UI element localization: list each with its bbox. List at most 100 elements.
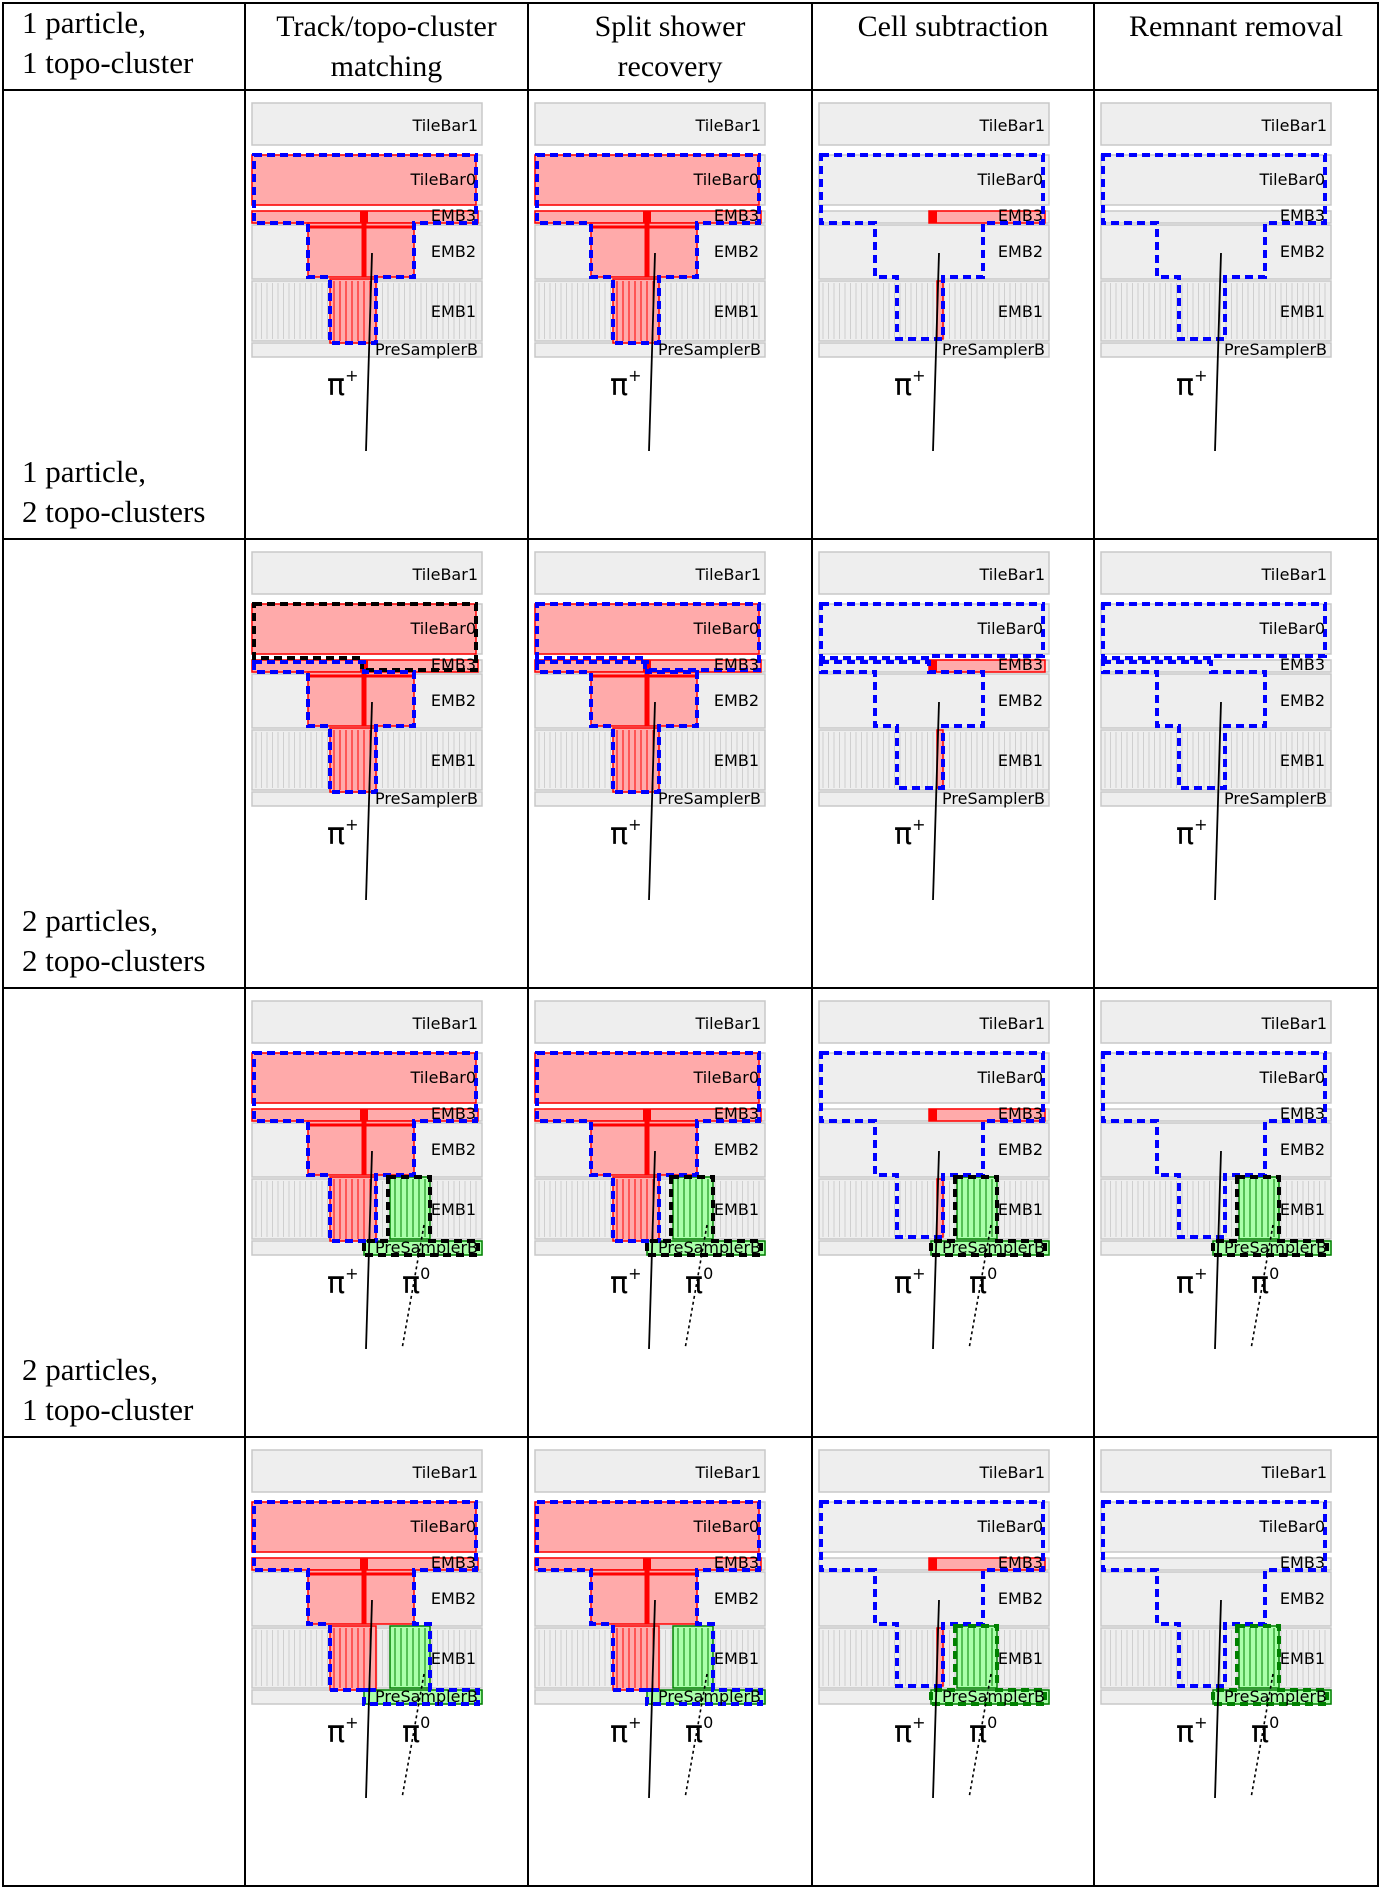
layer-label-presamplerb: PreSamplerB xyxy=(658,1238,761,1257)
neutral-cluster-outline xyxy=(1211,1624,1329,1706)
layer-label-tilebar1: TileBar1 xyxy=(1260,116,1327,135)
matched-cluster-outline xyxy=(252,153,478,345)
column-header: Remnant removal xyxy=(1129,10,1343,43)
layer-label-tilebar1: TileBar1 xyxy=(411,1463,478,1482)
pi-plus-label-base: π xyxy=(610,368,628,403)
layer-label-emb3: EMB3 xyxy=(1280,206,1325,225)
layer-label-emb2: EMB2 xyxy=(714,1589,759,1608)
removed-cluster-outline xyxy=(1101,153,1327,341)
layer-label-tilebar0: TileBar0 xyxy=(976,1517,1043,1536)
layer-label-tilebar0: TileBar0 xyxy=(692,170,759,189)
pi-plus-label: π+ xyxy=(1176,815,1207,852)
removed-cluster-outline xyxy=(819,602,1045,660)
layer-label-emb2: EMB2 xyxy=(998,1140,1043,1159)
layer-label-presamplerb: PreSamplerB xyxy=(375,340,478,359)
layer-label-tilebar1: TileBar1 xyxy=(978,116,1045,135)
emb2-cell xyxy=(818,1122,1050,1178)
panel-r3-c1: TileBar1 TileBar0 EMB3 EMB2 EMB1 PreSamplerB π… xyxy=(251,1000,483,1350)
pi-plus-label-base: π xyxy=(894,368,912,403)
layer-label-emb2: EMB2 xyxy=(998,1589,1043,1608)
tilebar1-cell xyxy=(1100,1000,1332,1044)
layer-label-emb1: EMB1 xyxy=(431,302,476,321)
layer-label-emb1: EMB1 xyxy=(1280,751,1325,770)
removed-cluster-outline xyxy=(1101,1500,1327,1688)
pi-plus-label-base: π xyxy=(894,817,912,852)
layer-label-presamplerb: PreSamplerB xyxy=(375,1238,478,1257)
pi-plus-label: π+ xyxy=(327,1713,358,1750)
layer-label-emb3: EMB3 xyxy=(431,655,476,674)
charged-track xyxy=(932,701,940,901)
tilebar1-cell xyxy=(251,1000,483,1044)
layer-label-tilebar0: TileBar0 xyxy=(409,170,476,189)
emb2-cell xyxy=(1100,224,1332,280)
panel-r2-c3: TileBar1 TileBar0 EMB3 EMB2 EMB1 PreSamplerB π… xyxy=(818,551,1050,901)
pi-zero-label-base: π xyxy=(402,1266,420,1301)
layer-label-tilebar0: TileBar0 xyxy=(976,1068,1043,1087)
neutral-deposit-emb1 xyxy=(1238,1176,1280,1240)
pi-zero-label-sup: 0 xyxy=(1269,1264,1279,1283)
layer-label-tilebar1: TileBar1 xyxy=(978,565,1045,584)
removed-cluster-outline xyxy=(819,1051,1045,1239)
panel-r3-c4: TileBar1 TileBar0 EMB3 EMB2 EMB1 PreSamplerB π… xyxy=(1100,1000,1332,1350)
pi-plus-label: π+ xyxy=(1176,366,1207,403)
pi-plus-label-base: π xyxy=(610,1266,628,1301)
layer-label-emb1: EMB1 xyxy=(431,1649,476,1668)
panel-r2-c2: TileBar1 TileBar0 EMB3 EMB2 EMB1 PreSamplerB π… xyxy=(534,551,766,901)
pi-plus-label: π+ xyxy=(327,815,358,852)
layer-label-emb3: EMB3 xyxy=(998,1553,1043,1572)
layer-label-emb3: EMB3 xyxy=(714,206,759,225)
pi-zero-label-sup: 0 xyxy=(703,1713,713,1732)
panel-r1-c1: TileBar1 TileBar0 EMB3 EMB2 EMB1 PreSamplerB π… xyxy=(251,102,483,452)
layer-label-emb3: EMB3 xyxy=(1280,1104,1325,1123)
layer-label-emb2: EMB2 xyxy=(714,691,759,710)
tilebar0-cell xyxy=(818,154,1050,206)
removed-cluster-outline xyxy=(1101,660,1267,790)
charged-core-emb3 xyxy=(643,1109,651,1121)
layer-label-emb3: EMB3 xyxy=(1280,655,1325,674)
pi-zero-label-sup: 0 xyxy=(420,1264,430,1283)
merged-cluster-outline xyxy=(535,1500,763,1706)
layer-label-presamplerb: PreSamplerB xyxy=(658,1687,761,1706)
charged-track xyxy=(365,701,373,901)
removed-cluster-outline xyxy=(819,153,1045,341)
pi-plus-label-base: π xyxy=(327,817,345,852)
charged-track xyxy=(1214,1599,1222,1799)
charged-core-emb3 xyxy=(360,211,368,223)
layer-label-presamplerb: PreSamplerB xyxy=(1224,1238,1327,1257)
emb1-strips xyxy=(818,280,1050,342)
panel-r4-c1: TileBar1 TileBar0 EMB3 EMB2 EMB1 PreSamplerB π… xyxy=(251,1449,483,1799)
pi-plus-label-sup: + xyxy=(345,815,358,834)
layer-label-emb1: EMB1 xyxy=(714,1200,759,1219)
charged-core-emb3 xyxy=(929,1109,937,1121)
layer-label-presamplerb: PreSamplerB xyxy=(1224,340,1327,359)
neutral-track xyxy=(968,1224,992,1350)
emb3-cell xyxy=(1100,1557,1332,1571)
matched-cluster-outline xyxy=(252,1051,478,1243)
charged-track xyxy=(932,252,940,452)
row-label: 1 particle, xyxy=(22,454,146,489)
layer-label-tilebar1: TileBar1 xyxy=(411,565,478,584)
neutral-track xyxy=(401,1673,425,1799)
pi-plus-label-sup: + xyxy=(1194,366,1207,385)
layer-label-emb1: EMB1 xyxy=(1280,1649,1325,1668)
matched-cluster-outline xyxy=(535,153,761,345)
pi-zero-label-sup: 0 xyxy=(703,1264,713,1283)
presampler-cell xyxy=(818,342,1050,358)
pi-plus-label: π+ xyxy=(610,366,641,403)
tilebar1-cell xyxy=(534,551,766,595)
layer-label-emb3: EMB3 xyxy=(998,1104,1043,1123)
layer-label-emb1: EMB1 xyxy=(998,1649,1043,1668)
charged-deposit-emb2 xyxy=(590,1120,698,1176)
layer-label-emb2: EMB2 xyxy=(431,691,476,710)
tilebar1-cell xyxy=(818,1449,1050,1493)
charged-track xyxy=(1214,701,1222,901)
pi-zero-label: π0 xyxy=(969,1264,997,1301)
pi-zero-label-base: π xyxy=(685,1266,703,1301)
layer-label-emb1: EMB1 xyxy=(998,302,1043,321)
layer-label-emb1: EMB1 xyxy=(998,1200,1043,1219)
layer-label-tilebar1: TileBar1 xyxy=(411,116,478,135)
layer-label-emb2: EMB2 xyxy=(1280,1589,1325,1608)
layer-label-tilebar1: TileBar1 xyxy=(411,1014,478,1033)
emb2-cell xyxy=(1100,1571,1332,1627)
layer-label-presamplerb: PreSamplerB xyxy=(942,789,1045,808)
